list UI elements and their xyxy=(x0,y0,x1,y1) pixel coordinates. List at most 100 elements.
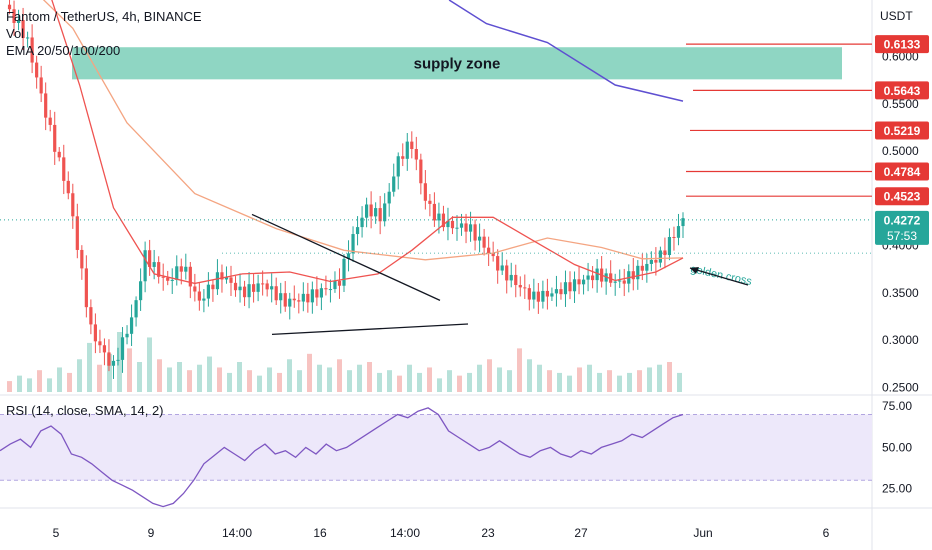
rsi-label: RSI (14, close, SMA, 14, 2) xyxy=(6,403,164,418)
y-tick-label: 0.3000 xyxy=(882,333,919,347)
candle-body xyxy=(365,204,369,218)
candle-body xyxy=(387,191,391,204)
candle-body xyxy=(233,282,238,291)
volume-bar xyxy=(597,372,602,392)
volume-bar xyxy=(337,359,342,392)
candle-body xyxy=(211,284,215,290)
volume-bar xyxy=(407,364,412,392)
price-level-value: 0.6133 xyxy=(884,38,921,52)
volume-bar xyxy=(227,372,232,392)
price-level-tag xyxy=(875,81,929,100)
y-tick-label: 0.6000 xyxy=(882,50,919,64)
x-tick-label: Jun xyxy=(693,526,712,540)
candle-body xyxy=(166,277,170,281)
volume-bar xyxy=(487,359,492,392)
candle-body xyxy=(175,266,179,280)
candle-body xyxy=(595,268,599,281)
candle-body xyxy=(193,286,197,292)
candle-body xyxy=(93,324,97,342)
candle-body xyxy=(505,265,509,281)
candle-body xyxy=(184,266,188,272)
candle-body xyxy=(405,141,409,159)
x-axis-ticks: 5 9 14:00 16 14:00 23 27 Jun 6 xyxy=(53,526,830,540)
candle-body xyxy=(509,274,513,281)
x-tick-label: 14:00 xyxy=(222,526,252,540)
candle-body xyxy=(568,282,572,292)
candle-body xyxy=(654,259,658,263)
candle-body xyxy=(581,279,586,285)
price-level-value: 0.4784 xyxy=(884,165,921,179)
supply-zone-label: supply zone xyxy=(414,55,501,72)
volume-bar xyxy=(517,348,522,392)
candle-body xyxy=(464,223,468,232)
volume-bar xyxy=(107,353,112,392)
volume-bar xyxy=(377,372,382,392)
candle-body xyxy=(116,359,120,361)
price-level-value: 0.5643 xyxy=(884,84,921,98)
candle-body xyxy=(378,208,382,222)
candle-body xyxy=(179,266,183,272)
x-tick-label: 6 xyxy=(823,526,830,540)
candle-body xyxy=(401,156,405,159)
candle-body xyxy=(197,291,201,301)
candle-body xyxy=(111,360,116,366)
vol-label: Vol xyxy=(6,26,25,41)
candle-body xyxy=(26,37,30,39)
candle-body xyxy=(206,284,210,299)
volume-bar xyxy=(357,364,362,392)
candle-body xyxy=(369,204,373,217)
candle-body xyxy=(640,265,644,271)
volume-bar xyxy=(37,370,42,392)
candle-body xyxy=(577,279,581,285)
volume-bars xyxy=(7,332,682,392)
candle-body xyxy=(672,236,676,238)
candle-body xyxy=(220,272,224,280)
candle-body xyxy=(631,271,635,280)
candle-body xyxy=(188,266,192,287)
candle-body xyxy=(89,307,93,325)
volume-bar xyxy=(17,375,22,392)
candle-body xyxy=(301,293,305,302)
candle-body xyxy=(468,224,473,232)
candle-body xyxy=(44,93,48,118)
candle-body xyxy=(559,289,563,295)
candle-body xyxy=(129,317,134,334)
candle-body xyxy=(238,286,242,291)
volume-bar xyxy=(497,367,502,392)
volume-bar xyxy=(277,372,282,392)
supply-zone xyxy=(72,47,842,80)
volume-bar xyxy=(527,359,532,392)
candle-body xyxy=(324,288,328,290)
candle-body xyxy=(270,286,274,290)
candle-body xyxy=(636,265,640,280)
x-tick-label: 14:00 xyxy=(390,526,420,540)
candle-body xyxy=(152,262,156,267)
volume-bar xyxy=(27,378,32,392)
candle-body xyxy=(591,275,595,281)
volume-bar xyxy=(297,370,302,392)
candle-body xyxy=(346,253,351,259)
candle-body xyxy=(53,124,57,152)
candle-body xyxy=(224,277,229,280)
volume-bar xyxy=(347,370,352,392)
price-level-tag xyxy=(875,187,929,206)
symbol-line: Fantom / TetherUS, 4h, BINANCE xyxy=(6,9,202,24)
candle-body xyxy=(215,272,220,290)
candle-body xyxy=(658,250,662,263)
candle-body xyxy=(455,227,459,229)
ema-lines xyxy=(42,0,684,285)
candle-body xyxy=(414,148,418,160)
candle-body xyxy=(478,236,482,241)
candle-body xyxy=(306,293,310,303)
volume-bar xyxy=(457,375,462,392)
ema-label: EMA 20/50/100/200 xyxy=(6,43,121,58)
candle-body xyxy=(279,293,283,301)
candle-body xyxy=(351,234,355,254)
candle-body xyxy=(57,151,61,158)
volume-bar xyxy=(427,367,432,392)
candle-body xyxy=(21,20,25,39)
candle-body xyxy=(148,250,152,267)
candle-body xyxy=(536,291,540,302)
